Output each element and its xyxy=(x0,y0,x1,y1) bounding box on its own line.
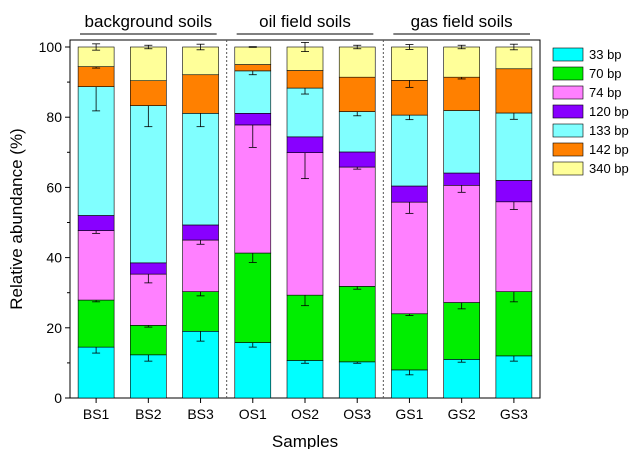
x-tick-label: OS2 xyxy=(291,406,319,422)
bar-segment-bs3-70-bp xyxy=(182,291,219,332)
legend-swatch xyxy=(552,47,584,62)
bar-segment-gs2-74-bp xyxy=(443,184,480,303)
x-tick-label: OS3 xyxy=(343,406,371,422)
legend-label: 33 bp xyxy=(589,47,622,62)
bar-segment-os2-142-bp xyxy=(286,70,324,89)
bar-segment-bs1-142-bp xyxy=(77,66,115,87)
y-tick-label: 40 xyxy=(46,250,62,266)
y-tick-label: 60 xyxy=(46,179,62,195)
legend-label: 340 bp xyxy=(589,161,629,176)
bar-segment-bs1-74-bp xyxy=(77,230,115,301)
bar-segment-gs3-33-bp xyxy=(495,355,533,399)
y-axis-title: Relative abundance (%) xyxy=(7,128,26,309)
bar-segment-os2-120-bp xyxy=(286,136,324,153)
bar-segment-bs2-340-bp xyxy=(130,46,167,81)
bar-segment-bs1-120-bp xyxy=(77,215,115,231)
bar-segment-gs1-133-bp xyxy=(391,114,428,187)
bar-segment-gs3-133-bp xyxy=(495,112,533,181)
bar-segment-os3-340-bp xyxy=(338,46,376,78)
bar-segment-gs2-120-bp xyxy=(443,172,480,186)
bar-segment-os3-133-bp xyxy=(338,111,376,153)
bar-segment-os3-33-bp xyxy=(338,361,376,399)
bar-segment-gs2-33-bp xyxy=(443,359,480,399)
group-label: background soils xyxy=(85,12,213,31)
bar-segment-bs2-133-bp xyxy=(130,105,167,264)
bar-segment-bs2-142-bp xyxy=(130,80,167,106)
group-label: gas field soils xyxy=(411,12,513,31)
bar-segment-gs2-70-bp xyxy=(443,302,480,360)
bar-segment-os1-70-bp xyxy=(234,252,272,343)
bar-segment-bs1-70-bp xyxy=(77,299,115,348)
x-tick-label: OS1 xyxy=(239,406,267,422)
bar-segment-gs1-74-bp xyxy=(391,201,428,315)
legend-swatch xyxy=(552,123,584,138)
bar-segment-bs2-70-bp xyxy=(130,325,167,356)
bar-segment-os1-120-bp xyxy=(234,113,272,126)
bar-segment-bs2-120-bp xyxy=(130,262,167,275)
bar-segment-gs3-74-bp xyxy=(495,201,533,292)
y-tick-label: 100 xyxy=(39,39,63,55)
bar-segment-gs2-142-bp xyxy=(443,76,480,111)
bar-segment-gs1-340-bp xyxy=(391,46,428,81)
legend-swatch xyxy=(552,66,584,81)
legend-swatch xyxy=(552,85,584,100)
legend-swatch xyxy=(552,161,584,176)
bar-segment-os3-120-bp xyxy=(338,151,376,168)
bar-segment-gs1-70-bp xyxy=(391,313,428,371)
bar-segment-gs1-120-bp xyxy=(391,185,428,203)
bar-segment-os3-142-bp xyxy=(338,76,376,112)
bar-segment-bs3-33-bp xyxy=(182,331,219,399)
x-tick-label: BS3 xyxy=(187,406,214,422)
bar-segment-gs2-340-bp xyxy=(443,46,480,78)
x-tick-label: GS1 xyxy=(395,406,423,422)
y-tick-label: 20 xyxy=(46,320,62,336)
y-tick-label: 0 xyxy=(54,390,62,406)
x-tick-label: BS2 xyxy=(135,406,162,422)
legend-label: 70 bp xyxy=(589,66,622,81)
y-tick-label: 80 xyxy=(46,109,62,125)
bar-segment-os1-142-bp xyxy=(234,64,272,72)
bar-segment-os1-33-bp xyxy=(234,342,272,399)
bar-segment-os3-74-bp xyxy=(338,166,376,287)
x-tick-label: GS2 xyxy=(448,406,476,422)
x-tick-label: GS3 xyxy=(500,406,528,422)
bar-segment-bs3-133-bp xyxy=(182,113,219,226)
group-label: oil field soils xyxy=(259,12,351,31)
legend-swatch xyxy=(552,142,584,157)
bar-segment-bs3-142-bp xyxy=(182,74,219,114)
bar-segment-os3-70-bp xyxy=(338,286,376,363)
legend-label: 120 bp xyxy=(589,104,629,119)
bar-segment-bs3-74-bp xyxy=(182,239,219,292)
bar-segment-gs3-142-bp xyxy=(495,68,533,114)
bar-segment-gs3-70-bp xyxy=(495,291,533,357)
legend-label: 74 bp xyxy=(589,85,622,100)
bar-segment-bs3-120-bp xyxy=(182,224,219,241)
bar-segment-gs3-120-bp xyxy=(495,180,533,203)
legend-swatch xyxy=(552,104,584,119)
bar-segment-os1-340-bp xyxy=(234,46,272,65)
bar-segment-os2-33-bp xyxy=(286,360,324,399)
bar-segment-bs1-33-bp xyxy=(77,346,115,399)
bar-segment-bs3-340-bp xyxy=(182,46,219,76)
x-tick-label: BS1 xyxy=(83,406,110,422)
x-axis-title: Samples xyxy=(272,432,338,449)
legend-label: 142 bp xyxy=(589,142,629,157)
bar-segment-os1-133-bp xyxy=(234,70,272,114)
bar-segment-os2-133-bp xyxy=(286,87,324,138)
legend-label: 133 bp xyxy=(589,123,629,138)
bar-segment-gs3-340-bp xyxy=(495,46,533,70)
bar-segment-gs2-133-bp xyxy=(443,110,480,174)
